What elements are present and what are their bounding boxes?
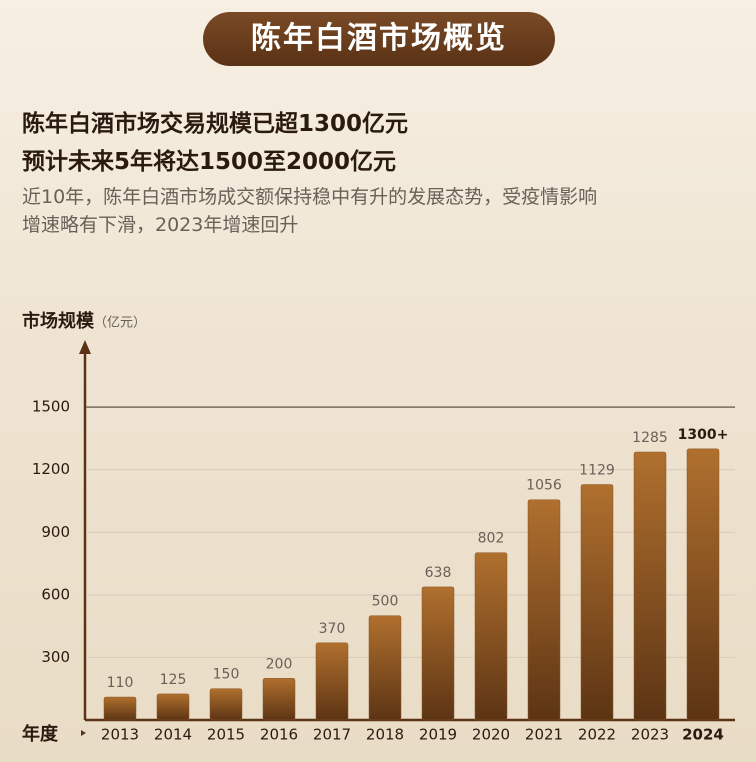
y-tick-label: 600 [41,585,70,603]
x-tick-label: 2021 [525,726,563,744]
x-tick-label: 2014 [154,726,192,744]
value-label: 802 [478,531,505,547]
x-tick-label: 2023 [631,726,669,744]
bar [156,693,190,721]
title: 陈年白酒市场概览 [203,12,555,66]
x-tick-label: 2013 [101,726,139,744]
bar [209,688,243,721]
x-axis-arrow [81,730,86,736]
bar [686,448,720,721]
x-tick-label: 2019 [419,726,457,744]
x-axis-label: 年度 [22,723,59,745]
y-tick-label: 1200 [32,460,70,478]
bar [633,451,667,721]
x-tick-label: 2022 [578,726,616,744]
x-tick-label: 2020 [472,726,510,744]
x-tick-label: 2016 [260,726,298,744]
value-label: 638 [425,565,452,581]
bar [103,696,137,721]
value-label: 500 [372,594,399,610]
value-label: 110 [107,675,134,691]
bar [262,678,296,721]
headline: 陈年白酒市场交易规模已超1300亿元 [22,111,409,137]
x-tick-label: 2024 [682,726,724,744]
subtitle: 近10年，陈年白酒市场成交额保持稳中有升的发展态势，受疫情影响 [22,186,598,208]
y-tick-label: 900 [41,523,70,541]
x-tick-label: 2018 [366,726,404,744]
value-label: 1300+ [678,427,729,443]
bar [315,642,349,721]
value-label: 150 [213,667,240,683]
subtitle: 增速略有下滑，2023年增速回升 [22,214,299,236]
value-label: 1285 [632,430,668,446]
y-axis-arrow [79,340,91,354]
value-label: 1056 [526,478,562,494]
headline: 预计未来5年将达1500至2000亿元 [22,149,397,175]
bar [368,615,402,721]
bar [580,484,614,721]
value-label: 1129 [579,463,615,479]
bar [474,552,508,721]
y-axis-unit: （亿元） [94,316,146,331]
value-label: 125 [160,672,187,688]
value-label: 200 [266,656,293,672]
bar [421,586,455,721]
x-tick-label: 2017 [313,726,351,744]
value-label: 370 [319,621,346,637]
y-axis-label: 市场规模 [22,310,95,332]
x-tick-label: 2015 [207,726,245,744]
bar [527,499,561,721]
y-tick-label: 300 [41,648,70,666]
y-tick-label: 1500 [32,398,70,416]
